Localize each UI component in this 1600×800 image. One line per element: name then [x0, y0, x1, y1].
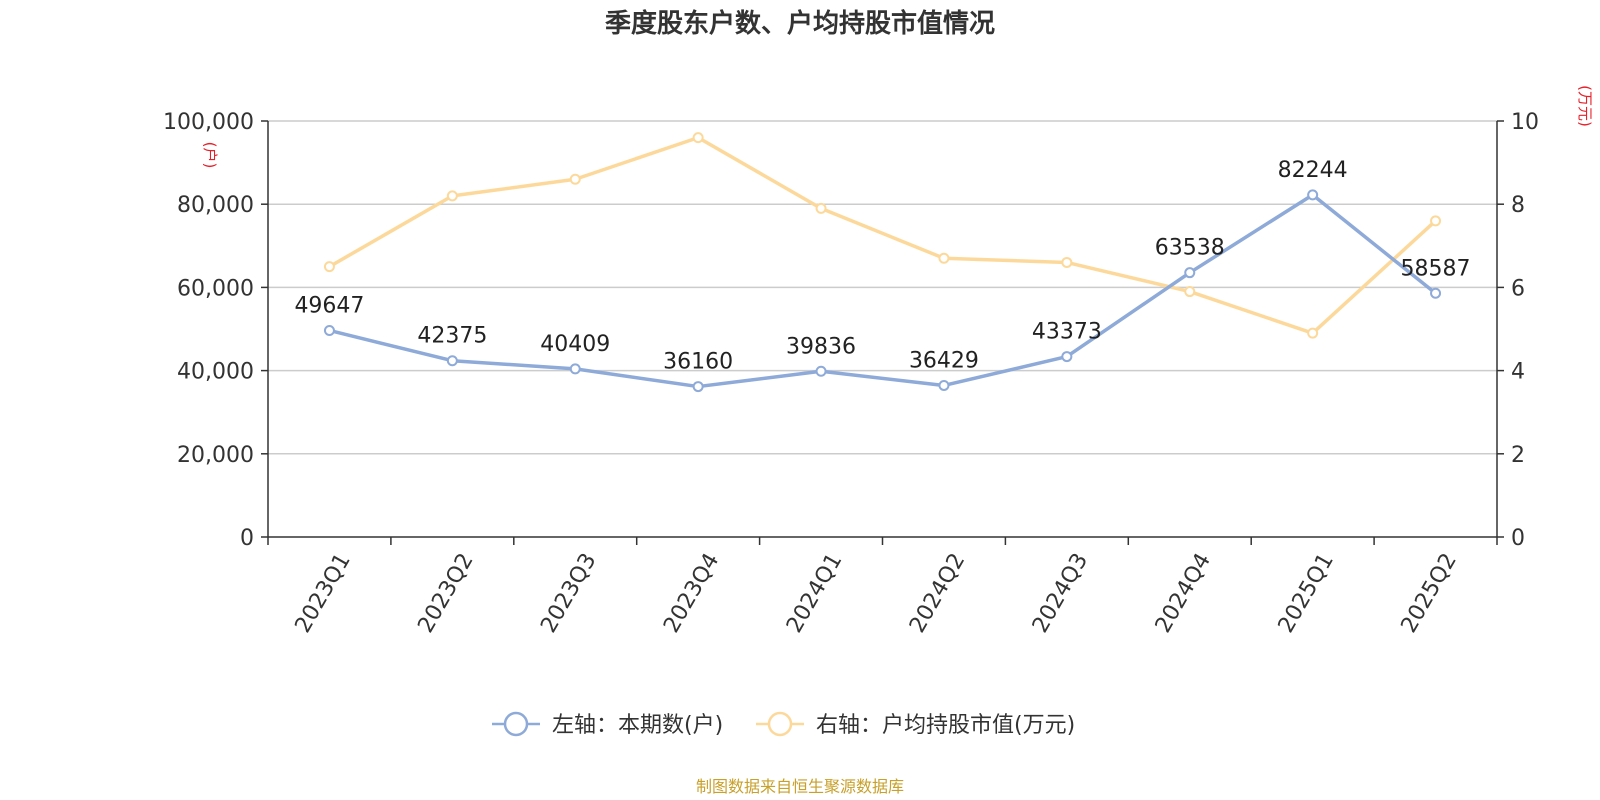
right-tick-label: 6: [1511, 276, 1525, 301]
left-axis-unit: (户): [201, 142, 219, 169]
left-tick-label: 100,000: [163, 110, 254, 135]
left-series-point: [1184, 267, 1196, 279]
x-tick-label: 2024Q3: [1028, 549, 1093, 637]
data-label: 49647: [294, 293, 364, 318]
left-tick-label: 40,000: [177, 360, 254, 385]
data-label: 63538: [1155, 236, 1225, 261]
legend-right-marker: [767, 711, 793, 737]
data-label: 40409: [540, 332, 610, 357]
legend-left-label: 左轴：本期数(户): [552, 713, 723, 738]
x-tick-label: 2024Q1: [782, 549, 847, 637]
data-label: 36160: [663, 350, 733, 375]
right-tick-label: 4: [1511, 360, 1525, 385]
left-series-point: [692, 381, 704, 393]
x-tick-label: 2023Q3: [536, 549, 601, 637]
right-series-point: [323, 261, 335, 273]
data-label: 58587: [1401, 256, 1471, 281]
x-tick-label: 2024Q4: [1151, 549, 1216, 637]
data-label: 36429: [909, 348, 979, 373]
left-tick-label: 0: [240, 526, 254, 551]
data-label: 43373: [1032, 320, 1102, 345]
right-y-ticks: 0 2 4 6 8 10: [1497, 110, 1539, 551]
data-label: 39836: [786, 334, 856, 359]
x-tick-label: 2025Q1: [1274, 549, 1339, 637]
right-tick-label: 2: [1511, 443, 1525, 468]
right-series-point: [1061, 256, 1073, 268]
left-tick-label: 20,000: [177, 443, 254, 468]
x-tick-label: 2023Q2: [413, 549, 478, 637]
right-series-point: [692, 132, 704, 144]
left-series-point: [1430, 287, 1442, 299]
legend-right-label: 右轴：户均持股市值(万元): [816, 713, 1075, 738]
right-series-line: [328, 135, 1437, 335]
right-series-point: [938, 252, 950, 264]
source-note: 制图数据来自恒生聚源数据库: [696, 777, 904, 796]
left-tick-label: 60,000: [177, 276, 254, 301]
left-tick-label: 80,000: [177, 193, 254, 218]
x-tick-label: 2023Q1: [291, 549, 356, 637]
right-tick-label: 8: [1511, 193, 1525, 218]
legend[interactable]: 左轴：本期数(户) 右轴：户均持股市值(万元): [492, 711, 1075, 738]
x-tick-label: 2025Q2: [1397, 549, 1462, 637]
right-series-point: [569, 173, 581, 185]
right-series-point: [815, 202, 827, 214]
x-tick-label: 2023Q4: [659, 549, 724, 637]
right-series-point: [1430, 215, 1442, 227]
right-series-point: [446, 190, 458, 202]
right-tick-label: 0: [1511, 526, 1525, 551]
legend-item-right-series[interactable]: 右轴：户均持股市值(万元): [756, 711, 1075, 738]
left-series-point: [1061, 351, 1073, 363]
left-series-point: [1307, 189, 1319, 201]
legend-left-marker: [503, 711, 529, 737]
grid-lines: [268, 120, 1497, 455]
chart-title: 季度股东户数、户均持股市值情况: [605, 8, 995, 39]
x-ticks: 2023Q1 2023Q2 2023Q3 2023Q4 2024Q1 2024Q2 2024…: [267, 537, 1498, 637]
data-label: 42375: [417, 324, 487, 349]
right-tick-label: 10: [1511, 110, 1539, 135]
data-labels: 49647 42375 40409 36160 39836 36429 43373 63538…: [294, 158, 1470, 375]
legend-item-left-series[interactable]: 左轴：本期数(户): [492, 711, 723, 738]
left-series-point: [323, 324, 335, 336]
left-series-point: [446, 355, 458, 367]
right-series-point: [1184, 286, 1196, 298]
left-y-ticks: 0 20,000 40,000 60,000 80,000 100,000: [163, 110, 268, 551]
left-series-point: [569, 363, 581, 375]
left-series-point: [815, 365, 827, 377]
series-layer: [323, 132, 1442, 393]
left-series-line: [329, 193, 1437, 389]
right-series-point: [1307, 327, 1319, 339]
data-label: 82244: [1278, 158, 1348, 183]
left-series-point: [938, 379, 950, 391]
right-axis-unit: (万元): [1576, 85, 1594, 127]
x-tick-label: 2024Q2: [905, 549, 970, 637]
